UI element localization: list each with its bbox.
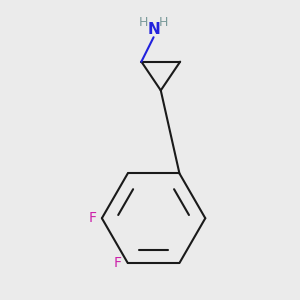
Text: H: H [159, 16, 168, 28]
Text: H: H [139, 16, 148, 28]
Text: F: F [88, 211, 96, 225]
Text: F: F [114, 256, 122, 270]
Text: N: N [147, 22, 160, 37]
